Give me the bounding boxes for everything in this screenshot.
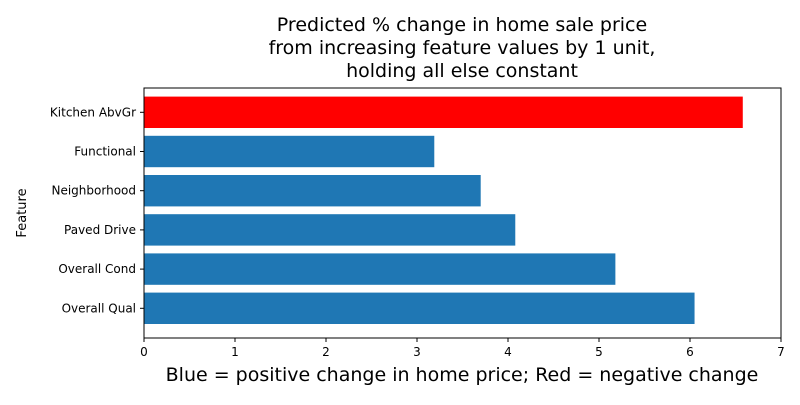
bar-functional [144, 135, 435, 168]
bar-overall-cond [144, 253, 616, 285]
x-axis-label: Blue = positive change in home price; Re… [166, 364, 759, 386]
y-tick-label: Neighborhood [51, 184, 136, 198]
x-tick-label: 0 [140, 345, 148, 359]
x-tick-label: 2 [322, 345, 330, 359]
plot-frame [143, 87, 782, 339]
bar-overall-qual [144, 292, 695, 324]
x-tick-label: 3 [413, 345, 421, 359]
y-tick-label: Paved Drive [64, 223, 136, 237]
x-tick-label: 6 [686, 345, 694, 359]
x-tick-label: 5 [595, 345, 603, 359]
y-tick-label: Kitchen AbvGr [50, 105, 136, 119]
y-tick-label: Overall Qual [62, 301, 136, 315]
x-axis-ticks: 0 1 2 3 4 5 6 7 [140, 338, 785, 359]
x-tick-label: 1 [231, 345, 239, 359]
y-axis-ticks: Overall Qual Overall Cond Paved Drive Neigh… [50, 105, 144, 315]
y-tick-label: Overall Cond [58, 262, 136, 276]
chart-title-line-2: from increasing feature values by 1 unit… [269, 37, 656, 59]
x-tick-label: 4 [504, 345, 512, 359]
chart-title-line-3: holding all else constant [346, 60, 578, 82]
chart-title-line-1: Predicted % change in home sale price [277, 14, 647, 36]
chart-title: Predicted % change in home sale price fr… [269, 14, 656, 82]
y-tick-label: Functional [74, 145, 136, 159]
bar-paved-drive [144, 214, 516, 246]
bar-kitchen-abvgr [144, 96, 743, 128]
bars-group [144, 96, 743, 324]
x-tick-label: 7 [777, 345, 785, 359]
y-axis-label: Feature [15, 188, 30, 237]
bar-neighborhood [144, 175, 481, 207]
